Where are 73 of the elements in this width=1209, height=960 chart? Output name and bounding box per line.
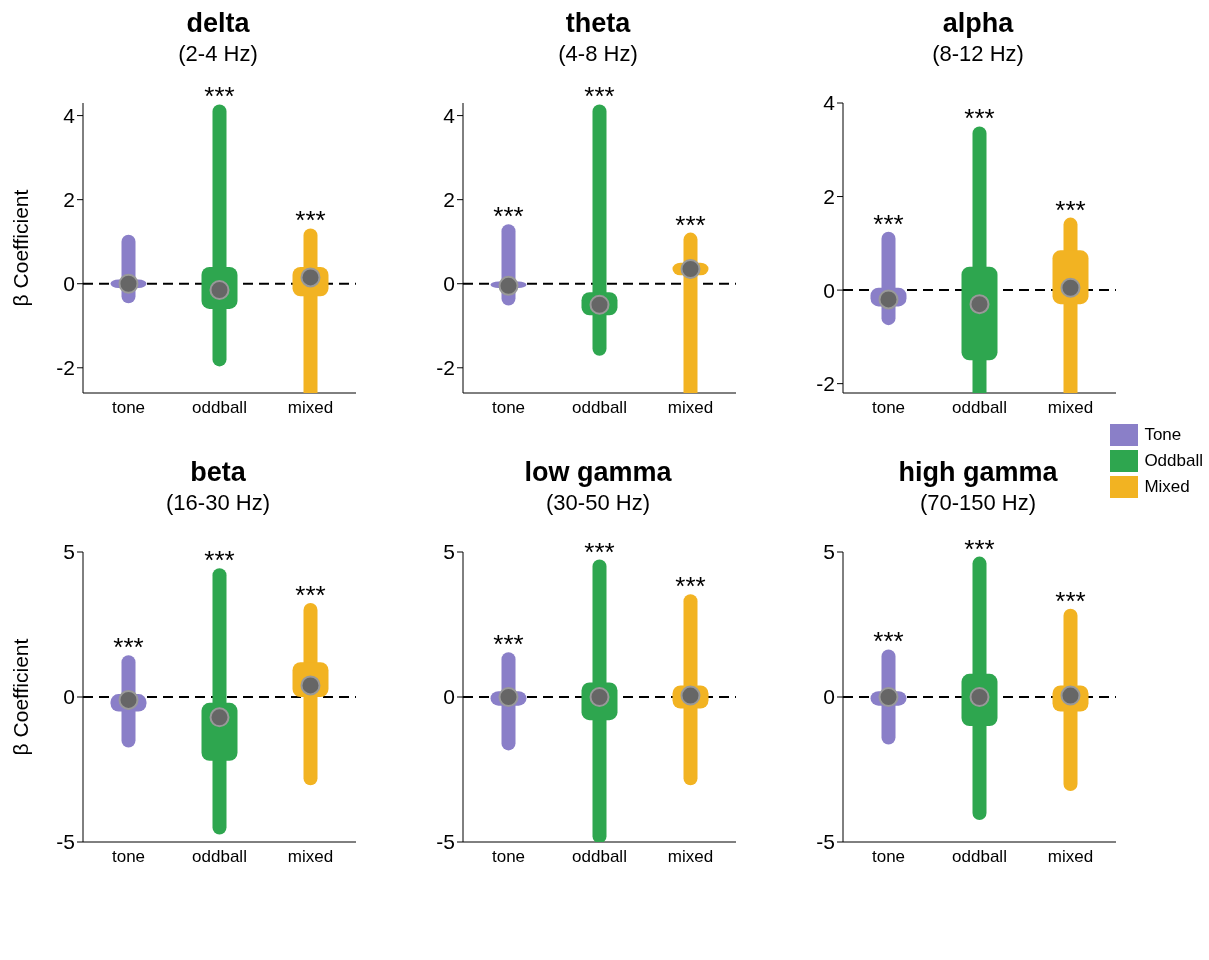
legend-label: Oddball [1144, 451, 1203, 471]
annotation: *** [675, 209, 706, 240]
x-tick-label: oddball [952, 398, 1007, 418]
legend-label: Mixed [1144, 477, 1190, 497]
x-tick-label: tone [491, 847, 526, 867]
annotation: *** [493, 629, 524, 660]
annotation: *** [1055, 194, 1086, 225]
annotation: *** [584, 81, 615, 112]
annotation: *** [964, 103, 995, 134]
annotation: *** [873, 626, 904, 657]
x-tick-label: mixed [287, 847, 334, 867]
y-tick-label: 5 [63, 540, 75, 564]
x-tick-label: mixed [667, 847, 714, 867]
annotation: *** [1055, 585, 1086, 616]
x-tick-label: tone [871, 398, 906, 418]
chart-title: delta [185, 8, 251, 39]
annotation: *** [295, 205, 326, 236]
x-tick-label: oddball [192, 847, 247, 867]
y-tick-label: 2 [443, 188, 455, 212]
y-axis-title: β Coefficient [9, 638, 33, 756]
y-tick-label: -5 [436, 830, 455, 854]
chart-subtitle: (30-50 Hz) [545, 490, 651, 516]
y-tick-label: -2 [436, 356, 455, 380]
x-tick-label: tone [871, 847, 906, 867]
y-tick-label: 0 [63, 272, 75, 296]
x-tick-label: tone [491, 398, 526, 418]
y-tick-label: 4 [823, 91, 836, 115]
y-tick-label: -2 [816, 372, 835, 396]
x-tick-label: mixed [1047, 398, 1094, 418]
chart-title: low gamma [523, 457, 673, 488]
annotation: *** [204, 81, 235, 112]
x-tick-label: oddball [192, 398, 247, 418]
y-tick-label: 0 [443, 685, 455, 709]
x-tick-label: tone [111, 847, 146, 867]
x-tick-label: mixed [287, 398, 334, 418]
x-tick-label: mixed [1047, 847, 1094, 867]
y-tick-label: 5 [823, 540, 835, 564]
chart-subtitle: (70-150 Hz) [918, 490, 1038, 516]
y-tick-label: -2 [56, 356, 75, 380]
annotation: *** [295, 580, 326, 610]
chart-title: theta [564, 8, 632, 39]
y-tick-label: 4 [443, 104, 456, 128]
annotation: *** [493, 201, 524, 232]
y-tick-label: 0 [823, 278, 835, 302]
y-tick-label: 4 [63, 104, 76, 128]
x-tick-label: oddball [952, 847, 1007, 867]
x-tick-label: oddball [572, 847, 627, 867]
y-tick-label: -5 [816, 830, 835, 854]
chart-subtitle: (16-30 Hz) [165, 490, 271, 516]
annotation: *** [675, 571, 706, 602]
x-tick-label: mixed [667, 398, 714, 418]
y-tick-label: 5 [443, 540, 455, 564]
y-tick-label: -5 [56, 830, 75, 854]
annotation: *** [873, 208, 904, 239]
y-axis-title: β Coefficient [9, 189, 33, 307]
annotation: *** [204, 545, 235, 576]
y-tick-label: 0 [823, 685, 835, 709]
y-tick-label: 0 [63, 685, 75, 709]
y-tick-label: 0 [443, 272, 455, 296]
chart-subtitle: (4-8 Hz) [557, 41, 639, 67]
legend-label: Tone [1144, 425, 1182, 445]
chart-subtitle: (8-12 Hz) [931, 41, 1025, 67]
chart-title: beta [189, 457, 247, 488]
chart-subtitle: (2-4 Hz) [177, 41, 259, 67]
annotation: *** [964, 533, 995, 564]
annotation: *** [113, 632, 144, 663]
annotation: *** [584, 536, 615, 567]
chart-title: alpha [941, 8, 1015, 39]
chart-title: high gamma [897, 457, 1059, 488]
x-tick-label: oddball [572, 398, 627, 418]
x-tick-label: tone [111, 398, 146, 418]
y-tick-label: 2 [823, 185, 835, 208]
y-tick-label: 2 [63, 188, 75, 212]
